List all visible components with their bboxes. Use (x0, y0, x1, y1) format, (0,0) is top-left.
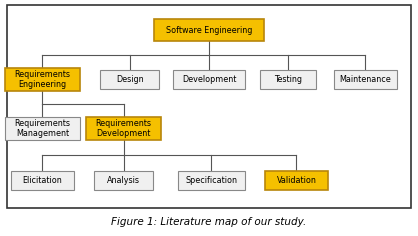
FancyBboxPatch shape (86, 117, 161, 140)
Text: Requirements
Development: Requirements Development (96, 119, 152, 138)
FancyBboxPatch shape (178, 171, 245, 190)
Bar (7, 5, 411, 208)
Text: Development: Development (182, 75, 236, 84)
Text: Design: Design (116, 75, 144, 84)
Text: Figure 1: Literature map of our study.: Figure 1: Literature map of our study. (111, 217, 307, 228)
Text: Maintenance: Maintenance (339, 75, 391, 84)
Text: Elicitation: Elicitation (23, 176, 62, 185)
Text: Requirements
Management: Requirements Management (14, 119, 70, 138)
FancyBboxPatch shape (153, 19, 265, 41)
FancyBboxPatch shape (5, 68, 80, 91)
Text: Requirements
Engineering: Requirements Engineering (14, 70, 70, 89)
Text: Analysis: Analysis (107, 176, 140, 185)
FancyBboxPatch shape (260, 70, 316, 89)
FancyBboxPatch shape (5, 117, 80, 140)
Text: Software Engineering: Software Engineering (166, 25, 252, 34)
Text: Validation: Validation (277, 176, 316, 185)
Text: Specification: Specification (185, 176, 237, 185)
FancyBboxPatch shape (11, 171, 74, 190)
FancyBboxPatch shape (265, 171, 328, 190)
FancyBboxPatch shape (100, 70, 159, 89)
Text: Testing: Testing (274, 75, 302, 84)
FancyBboxPatch shape (173, 70, 245, 89)
FancyBboxPatch shape (94, 171, 153, 190)
FancyBboxPatch shape (334, 70, 397, 89)
